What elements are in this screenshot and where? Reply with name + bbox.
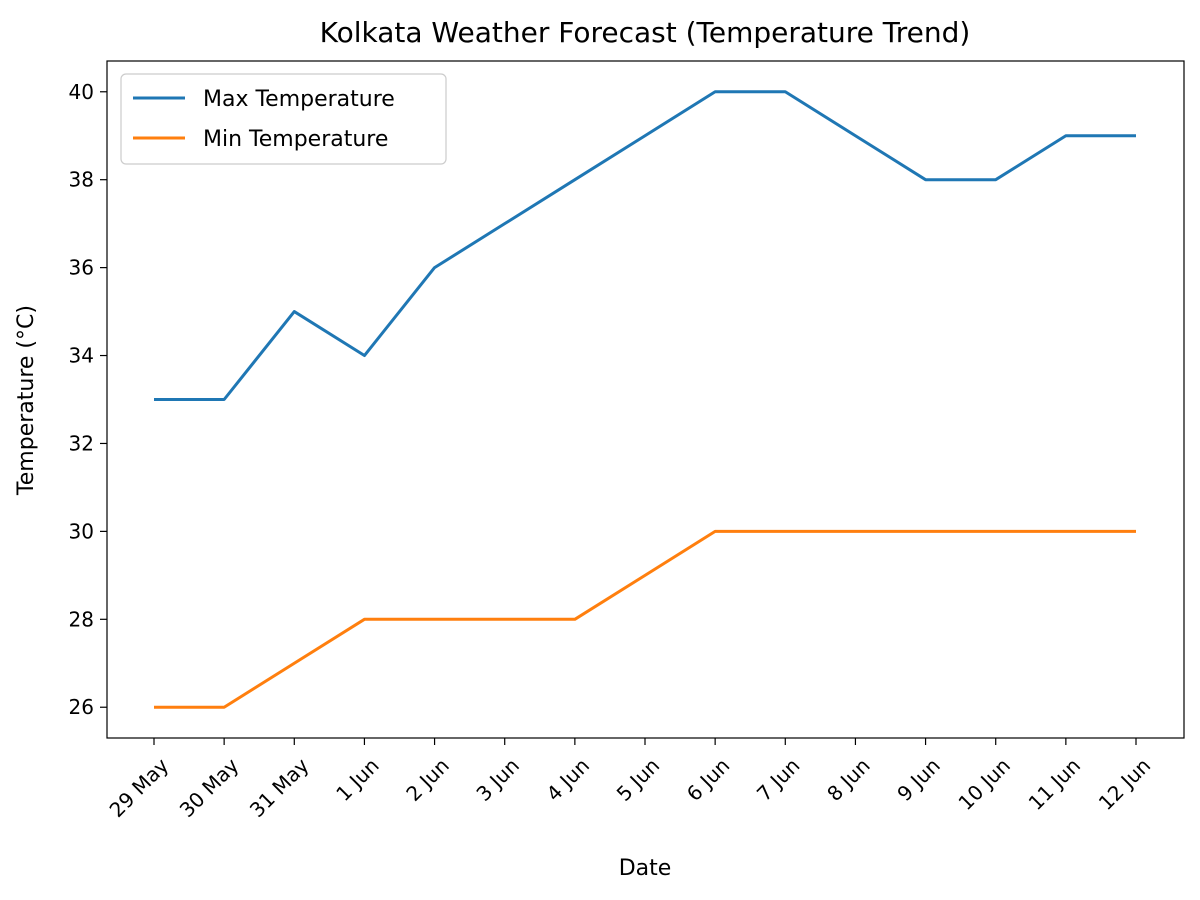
- y-tick-label: 32: [69, 431, 94, 455]
- legend-label-min-temperature: Min Temperature: [203, 127, 388, 152]
- legend-box: [120, 73, 447, 165]
- plot-area-frame: [106, 60, 1185, 739]
- y-tick-label: 40: [69, 80, 94, 104]
- y-axis-label: Temperature (°C): [14, 305, 39, 496]
- series-line-max-temperature: [154, 90, 1136, 401]
- legend: Max Temperature Min Temperature: [120, 73, 447, 165]
- chart-title: Kolkata Weather Forecast (Temperature Tr…: [320, 16, 971, 49]
- y-tick-label: 30: [69, 519, 94, 543]
- legend-label-max-temperature: Max Temperature: [203, 87, 395, 112]
- y-tick-label: 26: [69, 695, 94, 719]
- series-lines: [154, 90, 1136, 709]
- x-axis-label: Date: [619, 856, 672, 881]
- y-tick-label: 38: [69, 168, 94, 192]
- y-tick-label: 36: [69, 256, 94, 280]
- y-tick-label: 28: [69, 607, 94, 631]
- series-line-min-temperature: [154, 529, 1136, 709]
- y-tick-label: 34: [69, 344, 94, 368]
